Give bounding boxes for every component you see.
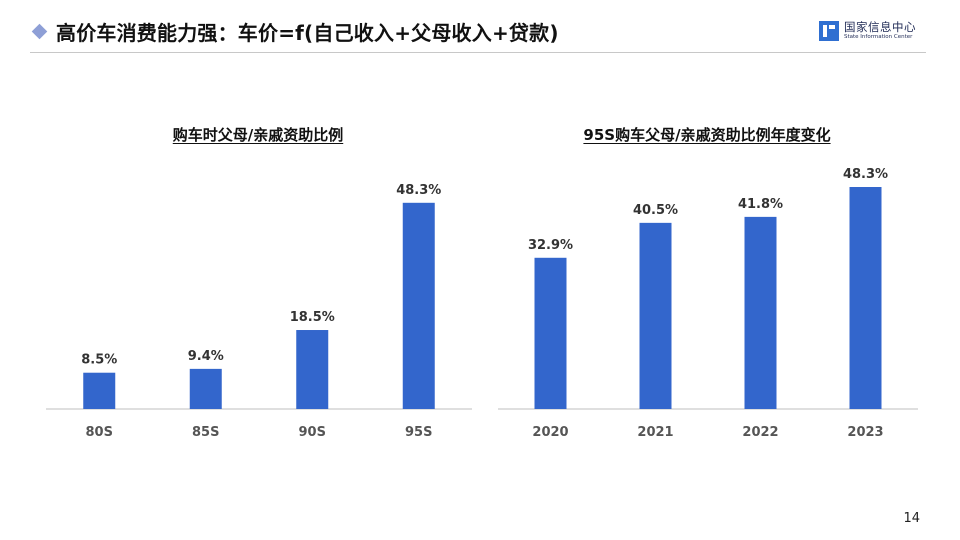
- right-bar-2023: [849, 187, 882, 409]
- logo-name-cn: 国家信息中心: [844, 19, 916, 34]
- right-chart-title: 95S购车父母/亲戚资助比例年度变化: [583, 126, 831, 144]
- left-bar-90S: [296, 330, 329, 409]
- left-chart-title: 购车时父母/亲戚资助比例: [172, 126, 344, 144]
- right-data-label-2022: 41.8%: [738, 197, 783, 212]
- right-bar-2022: [744, 216, 777, 409]
- right-tick-label-2023: 2023: [847, 425, 883, 440]
- left-data-label-90S: 18.5%: [290, 310, 335, 325]
- left-bar-95S: [402, 202, 435, 409]
- slide-title-text: 高价车消费能力强：车价=f(自己收入+父母收入+贷款): [56, 20, 559, 45]
- left-tick-label-95S: 95S: [405, 425, 432, 440]
- right-data-label-2023: 48.3%: [843, 167, 888, 182]
- right-bar-2021: [639, 222, 672, 409]
- right-bar-2020: [534, 257, 567, 409]
- left-data-label-95S: 48.3%: [396, 183, 441, 198]
- logo-text: 国家信息中心 State Information Center: [844, 19, 916, 41]
- right-tick-label-2020: 2020: [532, 425, 568, 440]
- left-data-label-85S: 9.4%: [188, 349, 224, 364]
- right-data-label-2021: 40.5%: [633, 203, 678, 218]
- slide-title: 高价车消费能力强：车价=f(自己收入+父母收入+贷款): [31, 14, 559, 48]
- left-tick-label-80S: 80S: [86, 425, 113, 440]
- page-number: 14: [903, 511, 920, 526]
- right-tick-label-2021: 2021: [637, 425, 673, 440]
- left-tick-label-85S: 85S: [192, 425, 219, 440]
- organization-logo: 国家信息中心 State Information Center: [819, 18, 916, 44]
- left-bar-85S: [189, 368, 222, 409]
- right-tick-label-2022: 2022: [742, 425, 778, 440]
- logo-name-en: State Information Center: [844, 34, 913, 40]
- left-bar-80S: [83, 372, 116, 409]
- right-data-label-2020: 32.9%: [528, 238, 573, 253]
- left-data-label-80S: 8.5%: [81, 353, 117, 368]
- title-divider: [30, 52, 926, 53]
- left-tick-label-90S: 90S: [299, 425, 326, 440]
- logo-mark-icon: [819, 21, 839, 41]
